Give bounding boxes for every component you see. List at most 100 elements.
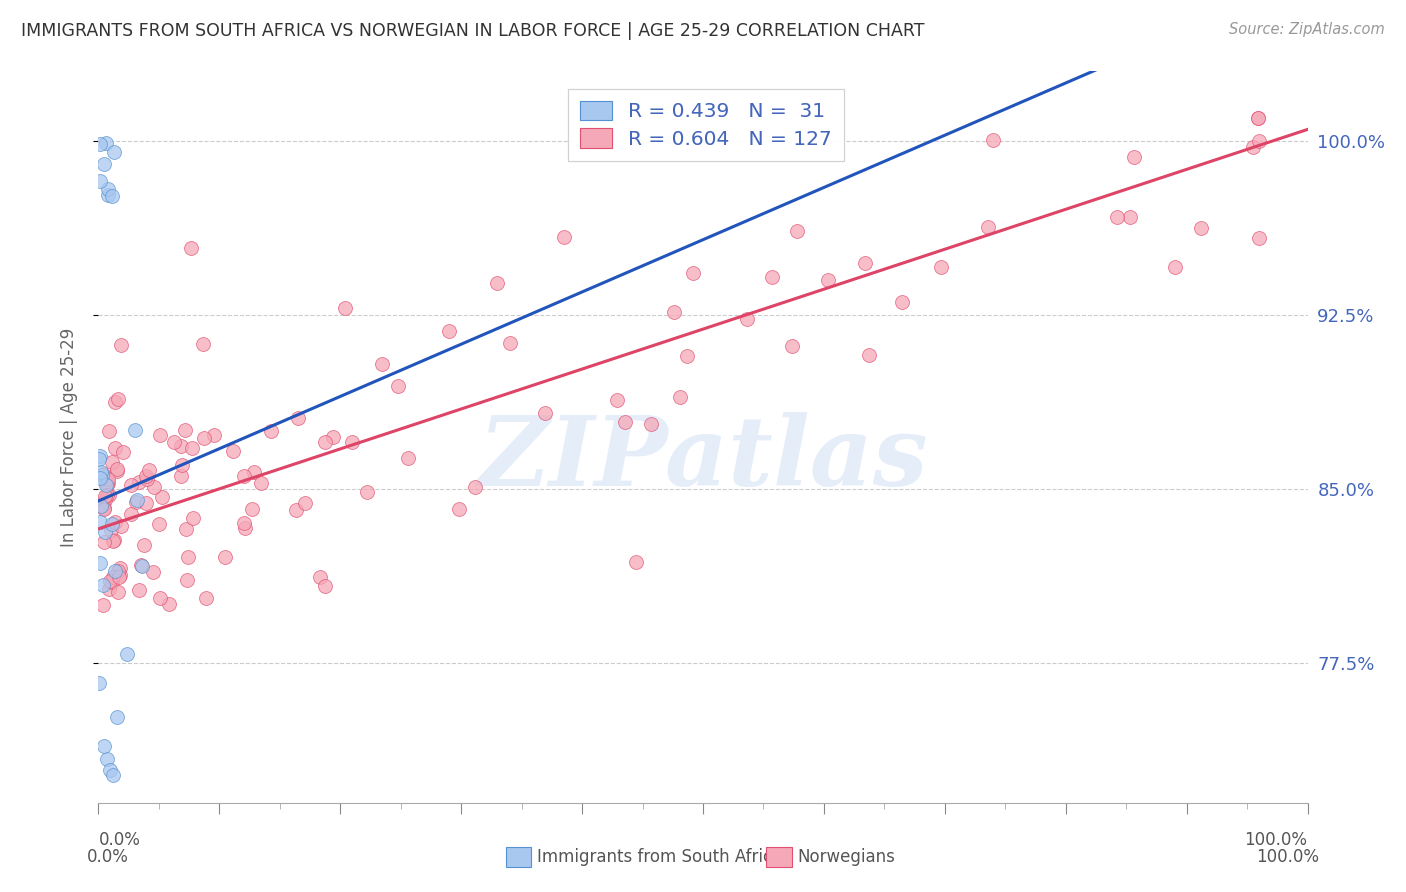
Point [135,469,157,483]
Point [96,488,118,502]
Text: Immigrants from South Africa: Immigrants from South Africa [537,848,782,866]
Point [94,489,117,503]
Point [97,582,120,596]
Point [96,478,118,492]
Point [107,585,129,599]
Text: Norwegians: Norwegians [797,848,896,866]
Point [1123,150,1146,164]
Point [606,392,628,407]
Point [100,574,122,588]
Point [135,496,157,510]
Point [120,508,142,522]
Point [110,337,132,351]
Point [90,465,112,479]
Point [191,336,214,351]
Point [104,516,127,530]
Point [1119,210,1142,224]
Point [176,549,198,564]
Point [485,276,508,290]
Point [499,335,522,350]
Point [929,260,952,274]
Text: 100.0%: 100.0% [1256,848,1319,866]
Point [314,434,336,449]
Point [94,524,117,539]
Point [105,462,128,476]
Point [93,500,115,515]
Point [93,157,115,171]
Point [157,597,180,611]
Point [101,575,124,590]
Point [101,570,124,584]
Text: IMMIGRANTS FROM SOUTH AFRICA VS NORWEGIAN IN LABOR FORCE | AGE 25-29 CORRELATION: IMMIGRANTS FROM SOUTH AFRICA VS NORWEGIA… [21,22,925,40]
Point [107,392,129,406]
Point [125,492,148,507]
Point [110,519,132,533]
Point [669,390,692,404]
Point [107,565,129,579]
Point [162,434,184,449]
Point [250,475,273,490]
Y-axis label: In Labor Force | Age 25-29: In Labor Force | Age 25-29 [59,327,77,547]
Point [314,578,336,592]
Point [148,517,170,532]
Point [89,174,111,188]
Point [108,561,131,575]
Text: 0.0%: 0.0% [98,830,141,848]
Point [101,189,124,203]
Point [101,517,124,532]
Point [233,516,256,530]
Point [676,349,699,363]
Point [1247,111,1270,125]
Point [93,598,115,612]
Point [817,273,839,287]
Point [129,558,152,572]
Point [124,423,146,437]
Point [287,411,309,425]
Point [1247,134,1270,148]
Point [103,768,125,782]
Point [97,472,120,486]
Point [176,574,198,588]
Point [761,270,783,285]
Point [1107,211,1129,225]
Point [98,764,121,778]
Point [624,555,647,569]
Point [89,136,111,151]
Point [284,503,307,517]
Point [174,522,197,536]
Point [93,492,115,507]
Point [242,501,264,516]
Point [260,424,283,438]
Point [93,739,115,753]
Point [107,570,129,584]
Point [100,455,122,469]
Point [447,501,470,516]
Text: 100.0%: 100.0% [1244,830,1308,848]
Point [97,487,120,501]
Point [117,647,139,661]
Point [170,469,193,483]
Point [97,188,120,202]
Point [553,230,575,244]
Point [136,472,159,486]
Point [640,417,662,432]
Point [682,266,704,280]
Point [105,710,128,724]
Point [128,475,150,489]
Point [87,451,110,466]
Point [1241,140,1264,154]
Point [91,467,114,481]
Point [103,145,125,160]
Point [193,431,215,445]
Point [149,427,172,442]
Point [780,339,803,353]
Point [222,444,245,458]
Point [100,523,122,537]
Point [340,435,363,450]
Point [170,458,193,472]
Point [858,348,880,362]
Text: Source: ZipAtlas.com: Source: ZipAtlas.com [1229,22,1385,37]
Point [91,498,114,512]
Point [396,450,419,465]
Point [96,752,118,766]
